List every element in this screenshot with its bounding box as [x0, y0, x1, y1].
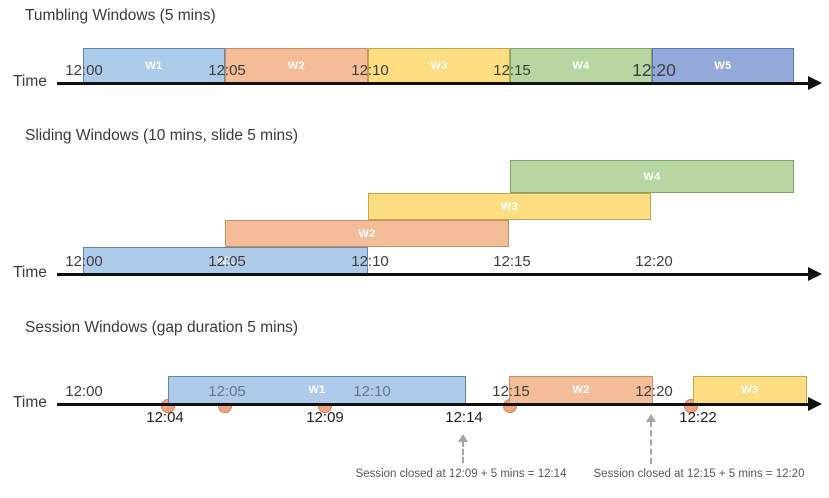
axis-time-label: 12:05: [208, 383, 246, 400]
section-title-sliding: Sliding Windows (10 mins, slide 5 mins): [25, 127, 299, 144]
session-close-arrow-icon: [458, 434, 468, 442]
window-bar-sliding-w2: W2: [225, 220, 509, 247]
time-axis-caption-sliding: Time: [13, 264, 47, 281]
axis-time-label: 12:00: [65, 62, 103, 79]
axis-time-label: 12:05: [208, 253, 246, 270]
window-label: W2: [358, 227, 376, 240]
window-bar-tumbling-w3: W3: [368, 48, 510, 83]
session-close-annotation: Session closed at 12:15 + 5 mins = 12:20: [593, 468, 805, 480]
section-title-session: Session Windows (gap duration 5 mins): [25, 319, 299, 336]
time-axis-caption-session: Time: [13, 394, 47, 411]
window-label: W3: [500, 200, 519, 213]
window-bar-sliding-w3: W3: [368, 193, 651, 220]
window-label: W2: [287, 59, 306, 72]
session-close-arrow-line: [650, 421, 652, 464]
timeline-axis-sliding: [57, 273, 810, 276]
window-label: W5: [714, 59, 732, 72]
window-label: W2: [572, 384, 590, 396]
section-title-tumbling: Tumbling Windows (5 mins): [25, 7, 216, 24]
axis-time-label: 12:00: [65, 253, 103, 270]
axis-time-label: 12:15: [493, 62, 531, 79]
timeline-arrowhead-icon: [808, 397, 822, 411]
window-label: W4: [572, 59, 590, 72]
window-label: W3: [430, 59, 448, 72]
axis-time-label: 12:10: [353, 383, 391, 400]
event-time-label: 12:22: [679, 409, 717, 426]
axis-time-label: 12:10: [351, 253, 389, 270]
axis-time-label: 12:05: [208, 62, 246, 79]
timeline-axis-tumbling: [57, 82, 810, 85]
time-axis-caption-tumbling: Time: [13, 73, 47, 90]
axis-time-label: 12:15: [492, 383, 530, 400]
axis-time-label: 12:20: [632, 60, 676, 80]
timeline-arrowhead-icon: [808, 267, 822, 281]
timeline-arrowhead-icon: [808, 76, 822, 90]
window-bar-session-w1: W1: [168, 376, 466, 404]
window-bar-session-w3: W3: [693, 376, 807, 404]
window-bar-tumbling-w2: W2: [225, 48, 368, 83]
event-time-label: 12:04: [146, 409, 184, 426]
axis-time-label: 12:20: [635, 253, 673, 270]
session-close-annotation: Session closed at 12:09 + 5 mins = 12:14: [355, 468, 567, 480]
axis-time-label: 12:00: [65, 383, 103, 400]
window-bar-tumbling-w1: W1: [83, 48, 225, 83]
window-bar-sliding-w4: W4: [510, 160, 794, 193]
axis-time-label: 12:15: [493, 253, 531, 270]
window-label: W4: [643, 170, 661, 183]
session-close-arrow-line: [462, 441, 464, 463]
session-close-arrow-icon: [646, 414, 656, 422]
event-time-label: 12:09: [306, 409, 344, 426]
timeline-axis-session: [57, 403, 810, 406]
axis-time-label: 12:20: [635, 383, 673, 400]
window-label: W1: [216, 254, 235, 267]
window-label: W1: [308, 384, 326, 396]
axis-time-label: 12:10: [351, 62, 389, 79]
window-bar-tumbling-w5: W5: [652, 48, 794, 83]
window-label: W1: [145, 59, 163, 72]
window-bar-tumbling-w4: W4: [510, 48, 652, 83]
event-time-label: 12:14: [445, 409, 483, 426]
window-label: W3: [741, 384, 759, 396]
window-bar-session-w2: W2: [509, 376, 653, 404]
